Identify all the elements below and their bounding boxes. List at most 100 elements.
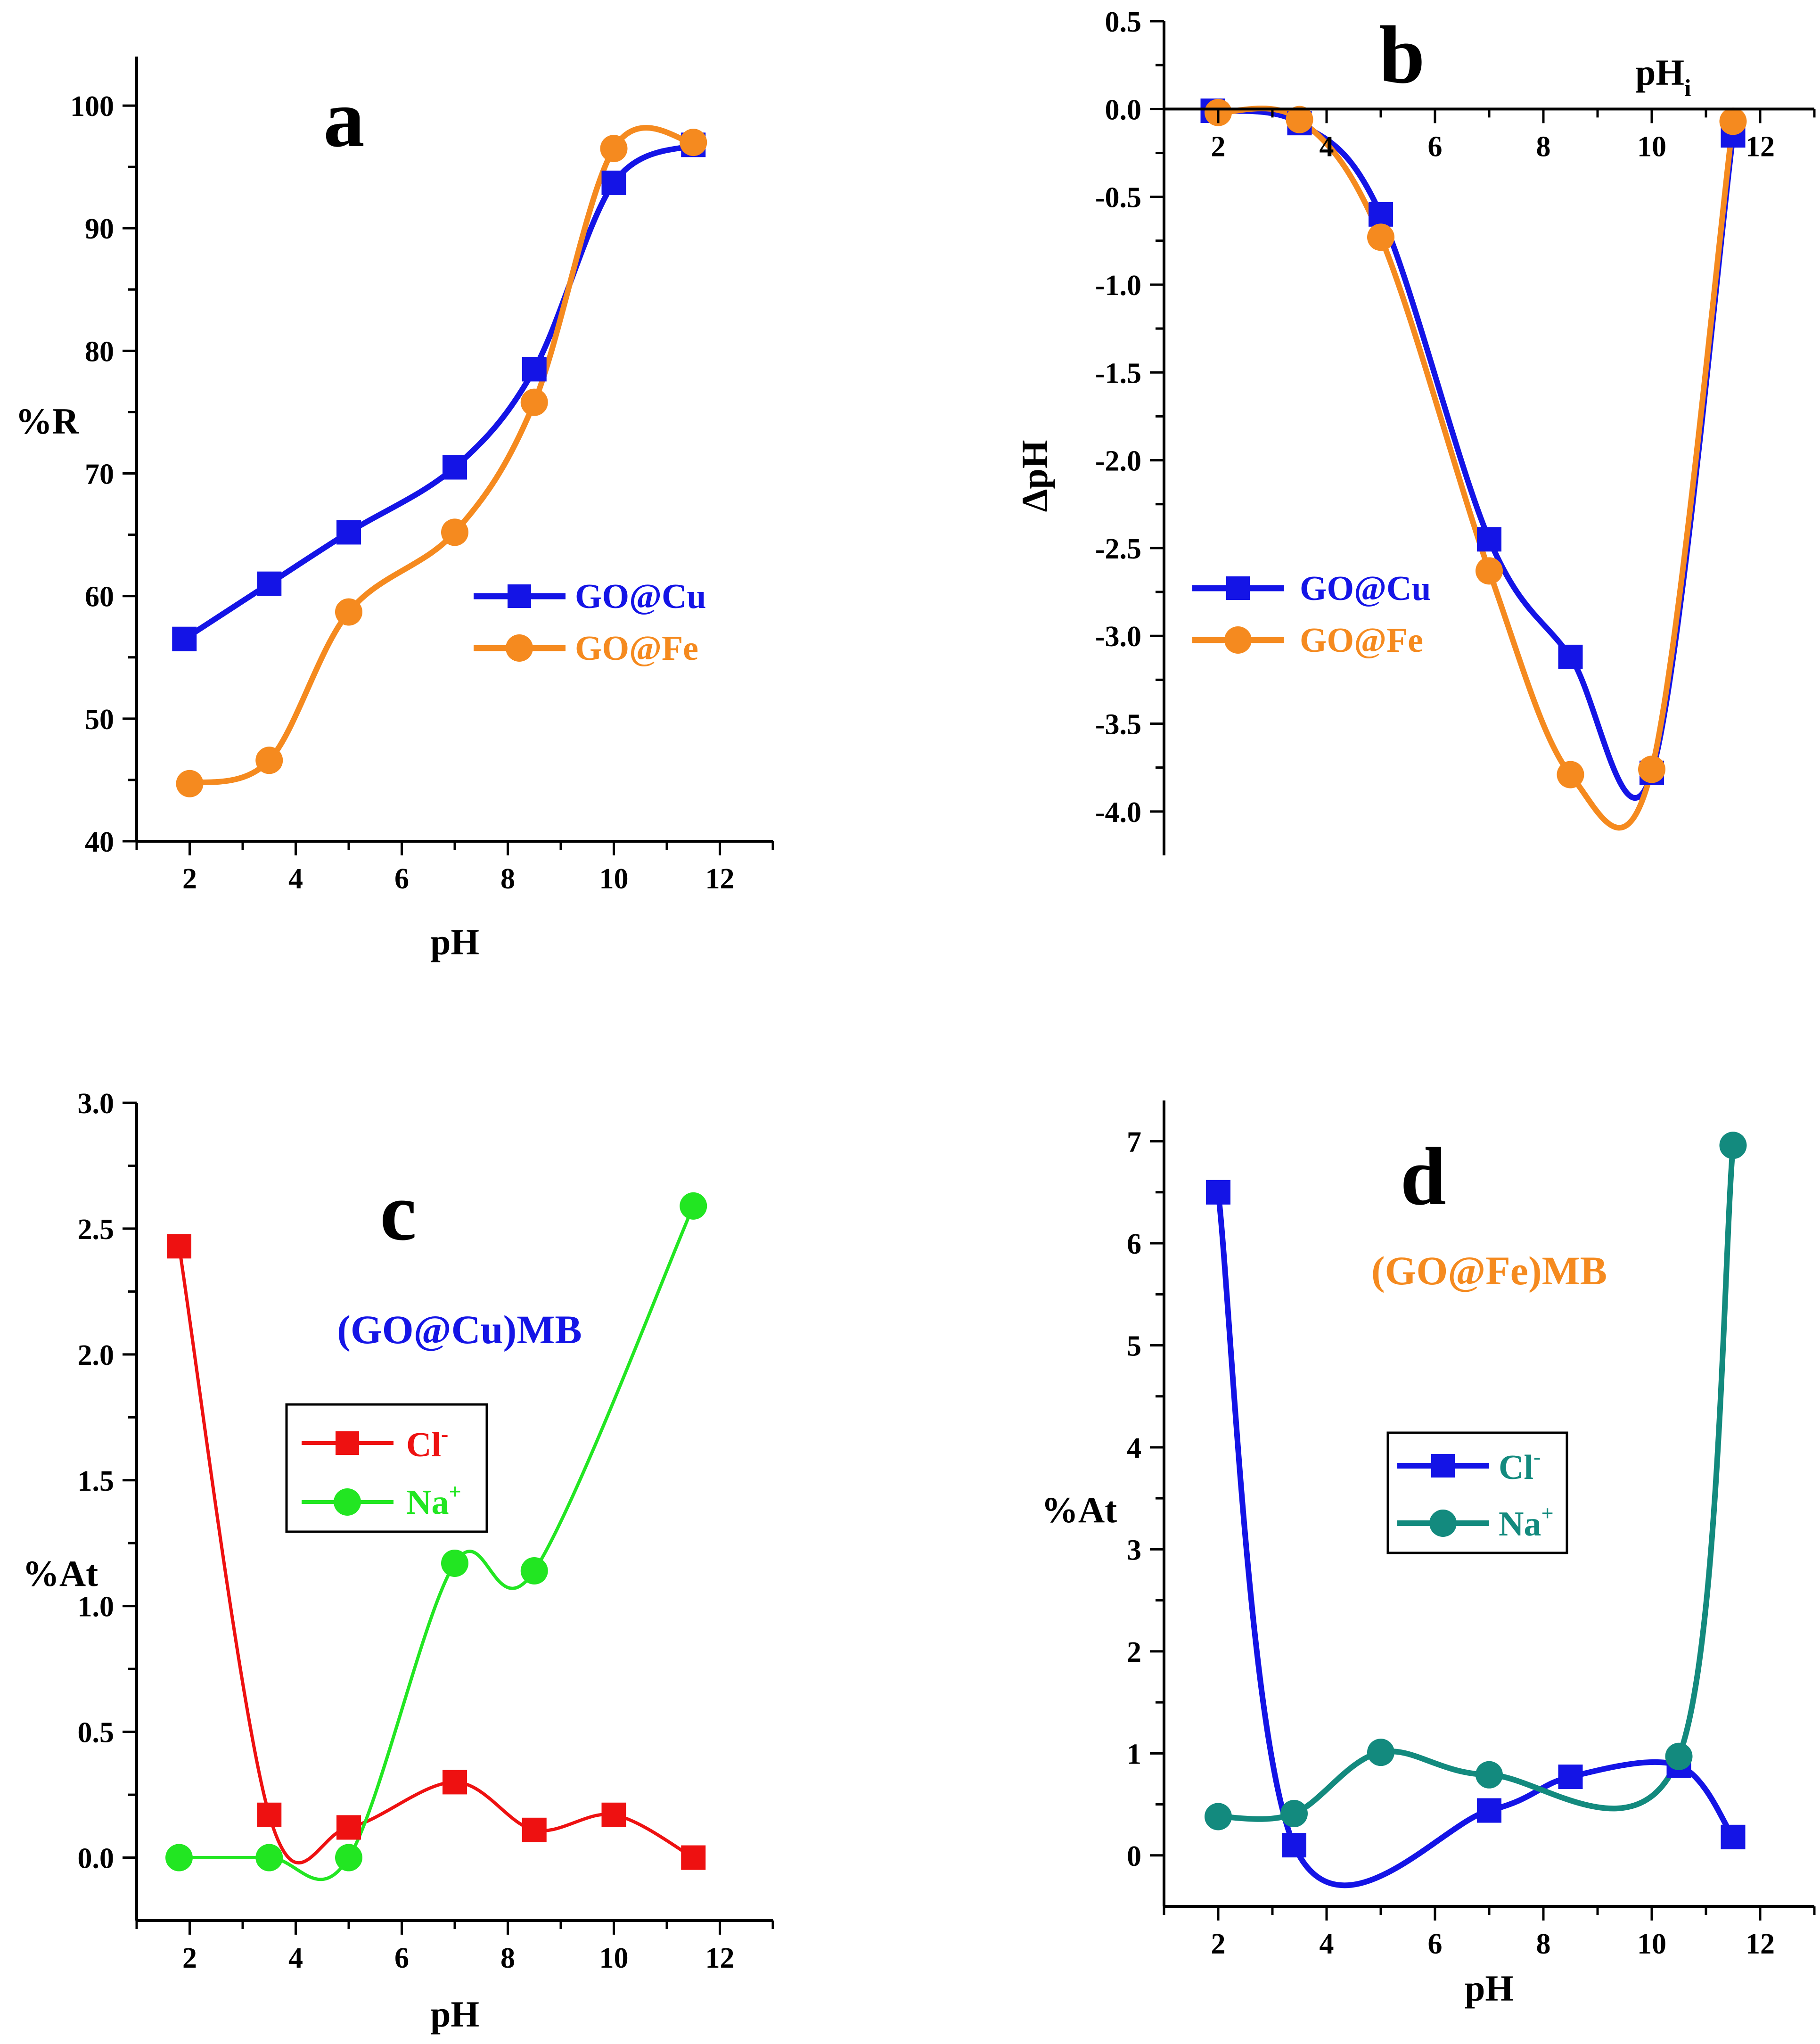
series-curve-d-0 xyxy=(1215,1189,1736,1888)
data-point-d-0 xyxy=(1721,1824,1746,1849)
legend-label-gocu-b: GO@Cu xyxy=(1300,569,1431,608)
x-tick-label-c: 12 xyxy=(705,1942,735,1974)
data-point-a-1 xyxy=(441,518,468,546)
data-point-b-0 xyxy=(1369,202,1393,227)
data-point-d-1 xyxy=(1367,1739,1394,1766)
data-point-c-1 xyxy=(680,1192,707,1220)
y-tick-label-a: 90 xyxy=(85,213,114,245)
series-curve-b-1 xyxy=(1215,106,1736,831)
legend-label-na-c-sup: + xyxy=(449,1479,461,1503)
x-tick-label-a: 8 xyxy=(500,863,515,895)
y-tick-label-b: -3.5 xyxy=(1095,709,1141,741)
data-point-d-1 xyxy=(1205,1803,1232,1831)
y-tick-label-d: 0 xyxy=(1127,1840,1141,1872)
legend-marker-na-d xyxy=(1429,1510,1457,1537)
data-point-d-1 xyxy=(1719,1132,1747,1159)
data-point-d-0 xyxy=(1206,1180,1230,1205)
y-tick-label-a: 60 xyxy=(85,581,114,613)
legend-box-c xyxy=(285,1403,488,1533)
x-axis-title-b-sub: i xyxy=(1684,75,1691,102)
legend-marker-cl-d xyxy=(1431,1454,1455,1478)
data-point-a-1 xyxy=(335,598,362,626)
y-tick-label-b: -3.0 xyxy=(1095,621,1141,653)
series-curve-d-1 xyxy=(1215,1142,1736,1822)
y-tick-label-b: -1.0 xyxy=(1095,270,1141,302)
y-tick-label-d: 6 xyxy=(1127,1228,1141,1260)
y-tick-label-b: -4.0 xyxy=(1095,796,1141,829)
y-tick-label-d: 3 xyxy=(1127,1534,1141,1566)
y-axis-title-b: ΔpH xyxy=(1014,440,1055,512)
data-point-a-0 xyxy=(522,357,547,382)
legend-label-na-d: Na+ xyxy=(1499,1501,1554,1543)
data-point-b-1 xyxy=(1557,761,1584,788)
legend-marker-gocu-a xyxy=(508,584,531,608)
data-point-b-1 xyxy=(1286,106,1313,133)
y-tick-label-c: 0.0 xyxy=(78,1843,115,1875)
x-tick-label-b: 2 xyxy=(1211,131,1226,163)
y-tick-label-a: 80 xyxy=(85,336,114,368)
y-tick-label-c: 3.0 xyxy=(78,1088,115,1120)
data-point-c-1 xyxy=(335,1844,362,1872)
inset-title-d: (GO@Fe)MB xyxy=(1371,1248,1607,1293)
data-point-b-0 xyxy=(1477,527,1501,552)
data-point-c-0 xyxy=(601,1802,626,1827)
x-tick-label-c: 4 xyxy=(288,1942,303,1974)
panel-letter-c: c xyxy=(380,1166,417,1257)
data-point-a-0 xyxy=(257,571,282,596)
x-axis-title-d: pH xyxy=(1465,1968,1514,2009)
data-point-c-0 xyxy=(681,1845,706,1870)
legend-label-na-c: Na+ xyxy=(406,1479,461,1522)
y-tick-label-a: 100 xyxy=(70,90,114,123)
x-axis-title-b-main: pH xyxy=(1635,52,1684,93)
legend-marker-cl-c xyxy=(336,1431,359,1455)
x-tick-label-a: 4 xyxy=(288,863,303,895)
legend-label-na-c-main: Na xyxy=(406,1483,449,1522)
y-axis-title-d: %At xyxy=(1041,1489,1117,1530)
legend-d: Cl- Na+ xyxy=(1386,1431,1568,1554)
data-point-a-0 xyxy=(172,626,197,651)
legend-marker-gofe-b xyxy=(1224,626,1252,654)
data-point-c-1 xyxy=(441,1549,468,1577)
x-tick-label-d: 12 xyxy=(1746,1928,1775,1960)
data-point-a-0 xyxy=(601,170,626,195)
x-tick-label-a: 2 xyxy=(182,863,197,895)
data-point-a-0 xyxy=(443,455,467,480)
data-point-d-1 xyxy=(1476,1761,1503,1789)
inset-title-c: (GO@Cu)MB xyxy=(337,1307,582,1352)
x-tick-label-c: 6 xyxy=(394,1942,409,1974)
x-tick-label-a: 10 xyxy=(599,863,629,895)
data-point-c-1 xyxy=(165,1844,193,1872)
x-tick-label-c: 10 xyxy=(599,1942,629,1974)
x-tick-label-b: 8 xyxy=(1536,131,1551,163)
y-tick-label-c: 2.0 xyxy=(78,1339,115,1371)
data-point-a-1 xyxy=(600,135,628,163)
data-point-d-0 xyxy=(1282,1833,1306,1858)
x-axis-title-c: pH xyxy=(430,1994,479,2035)
y-tick-label-d: 4 xyxy=(1127,1432,1141,1464)
x-tick-label-d: 4 xyxy=(1320,1928,1334,1960)
panel-letter-b: b xyxy=(1379,9,1425,100)
data-point-d-0 xyxy=(1558,1765,1583,1790)
x-tick-label-d: 2 xyxy=(1211,1928,1226,1960)
data-point-b-1 xyxy=(1719,107,1747,135)
legend-marker-gocu-b xyxy=(1226,576,1250,600)
legend-label-cl-d: Cl- xyxy=(1499,1445,1541,1487)
legend-b: GO@Cu GO@Fe xyxy=(1192,569,1431,660)
data-point-d-1 xyxy=(1665,1742,1693,1770)
panel-a: 2 4 6 8 10 12 40 50 60 70 80 90 100 a pH %R GO@Cu GO… xyxy=(16,57,774,962)
data-point-a-1 xyxy=(520,388,548,416)
data-point-c-1 xyxy=(520,1557,548,1584)
data-point-b-1 xyxy=(1367,223,1394,251)
legend-c: Cl- Na+ xyxy=(285,1403,488,1533)
y-tick-label-b: -2.0 xyxy=(1095,445,1141,477)
data-point-c-0 xyxy=(443,1770,467,1795)
data-point-b-0 xyxy=(1558,644,1583,669)
x-tick-label-b: 6 xyxy=(1428,131,1443,163)
y-tick-label-b: -0.5 xyxy=(1095,182,1141,214)
y-tick-label-d: 7 xyxy=(1127,1126,1141,1158)
y-tick-label-d: 1 xyxy=(1127,1738,1141,1770)
x-tick-label-a: 12 xyxy=(705,863,735,895)
x-tick-label-c: 8 xyxy=(500,1942,515,1974)
legend-label-gofe-a: GO@Fe xyxy=(575,629,698,668)
